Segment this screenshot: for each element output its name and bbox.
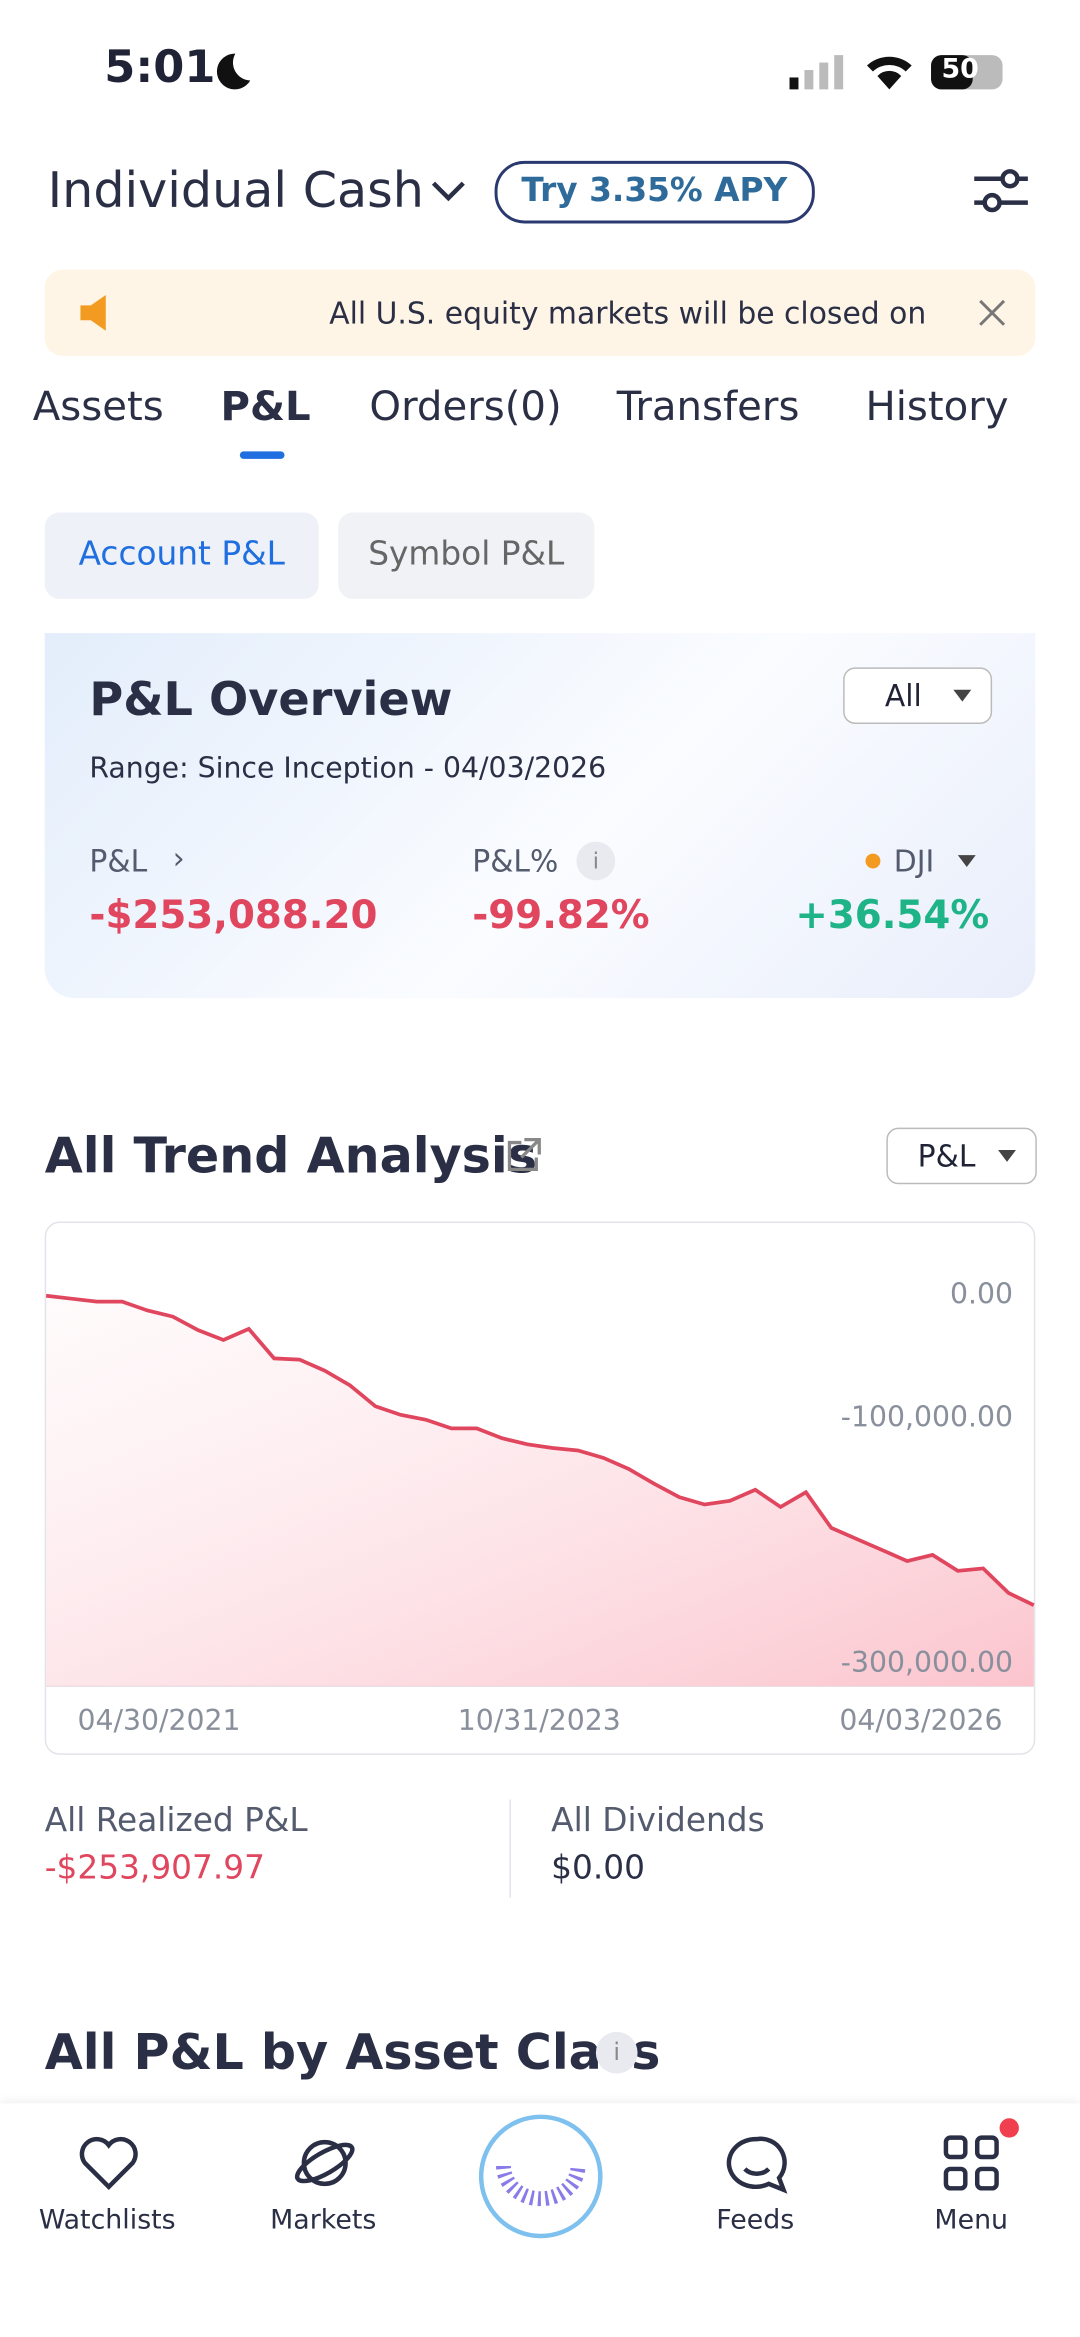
x-tick-label: 04/30/2021 [77,1704,240,1737]
tab-active[interactable]: P&L [220,384,311,431]
markets-icon[interactable] [292,2130,358,2196]
moon-icon [216,53,251,90]
trend-title: All Trend Analysis [44,1126,538,1185]
selector-label: P&L [917,1138,976,1174]
info-icon[interactable]: i [595,2031,638,2074]
trend-chart: 0.00 -100,000.00 -300,000.00 04/30/2021 10/3… [45,1278,1035,1737]
tab[interactable]: Transfers [616,384,800,431]
metric-value: -99.82% [472,893,650,939]
dropdown-icon[interactable] [429,176,468,206]
y-tick-label: -100,000.00 [841,1401,1013,1434]
overview-title: P&L Overview [89,673,453,727]
filter-select[interactable] [843,667,993,724]
menu-icon[interactable] [941,2133,1001,2193]
range-text: Range: Since Inception - 04/03/2026 [89,752,607,786]
tab[interactable]: Assets [32,384,164,431]
nav-label[interactable]: Markets [270,2204,377,2236]
center-button[interactable] [477,2112,605,2240]
watchlists-icon[interactable] [77,2133,140,2193]
chevron: › [172,840,185,876]
promo-button[interactable]: Try 3.35% APY [494,160,815,224]
pl-line [45,1293,1035,1607]
area-fill [46,1295,1034,1687]
notice-text: All U.S. equity markets will be closed o… [329,294,927,331]
x-tick-label: 04/03/2026 [839,1704,1002,1737]
tab-indicator [239,451,285,459]
badge [999,2118,1019,2138]
close-icon[interactable] [976,296,1009,329]
metric-label: P&L% [472,843,559,879]
metric-label[interactable]: DJI [893,843,935,879]
y-tick-label: 0.00 [950,1278,1013,1311]
caret [953,689,972,702]
metric-label[interactable]: P&L [89,843,148,879]
settings-icon[interactable] [971,164,1031,218]
summary-label[interactable]: All Realized P&L [44,1802,308,1840]
status-icons [789,55,1003,90]
x-tick-label: 10/31/2023 [458,1704,621,1737]
feeds-icon[interactable] [724,2133,790,2196]
nav-label[interactable]: Feeds [716,2204,795,2236]
subtab[interactable]: Symbol P&L [338,512,595,599]
summary-value: $0.00 [551,1850,645,1888]
filter-label: All [884,677,922,714]
subtab-active[interactable]: Account P&L [44,512,319,599]
summary-label[interactable]: All Dividends [551,1802,765,1840]
account-name[interactable]: Individual Cash [47,160,424,219]
y-tick-label: -300,000.00 [841,1646,1013,1679]
caret [998,1150,1016,1162]
notice-banner [44,269,1036,357]
speaker-icon [80,294,106,331]
section-title: All P&L by Asset Class [44,2022,661,2082]
nav-label[interactable]: Watchlists [38,2204,176,2236]
tab[interactable]: History [865,384,1009,431]
tab[interactable]: Orders(0) [369,384,562,431]
nav-label[interactable]: Menu [934,2204,1009,2236]
time: 5:01 [104,41,216,94]
metric-value: +36.54% [795,893,990,939]
caret [957,855,976,867]
divider [509,1799,511,1898]
chart-frame [44,1221,1036,1755]
info-icon[interactable]: i [576,841,616,881]
metric-value: -$253,088.20 [89,893,378,939]
battery-level: 50 [941,53,979,85]
selector[interactable] [886,1127,1037,1185]
dji-dot [865,853,881,869]
share-icon[interactable] [504,1137,543,1176]
summary-value: -$253,907.97 [44,1850,266,1888]
